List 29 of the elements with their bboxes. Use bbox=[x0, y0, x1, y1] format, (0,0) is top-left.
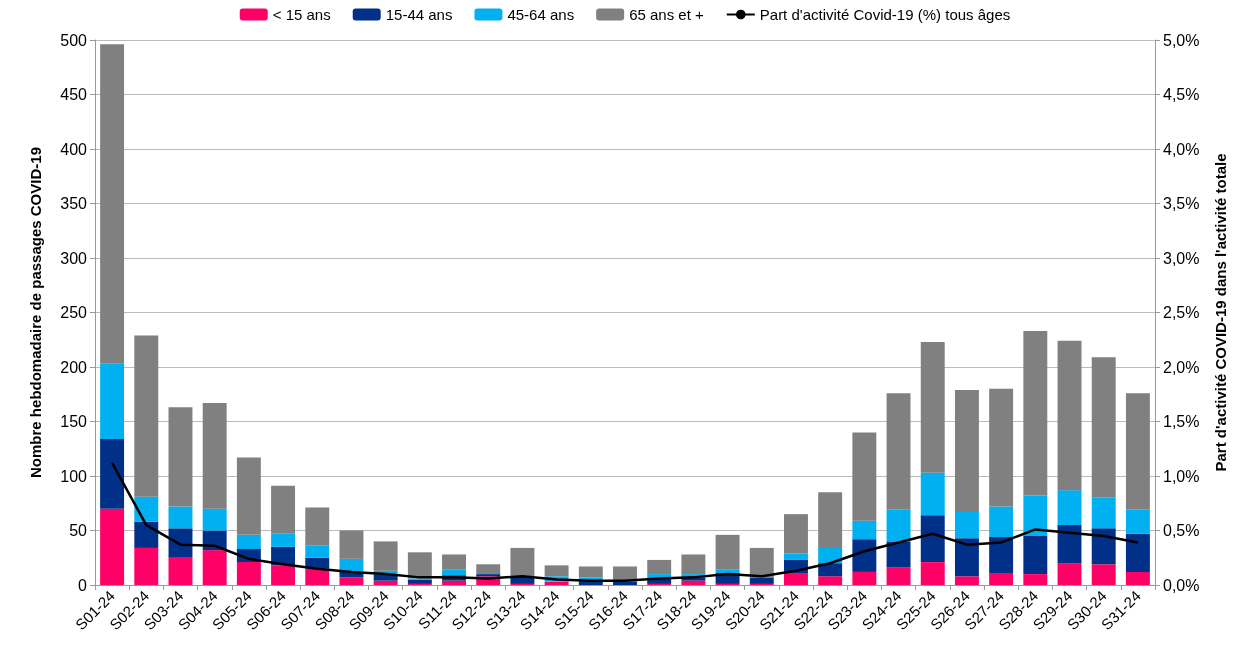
legend-label: 15-44 ans bbox=[385, 6, 453, 23]
y-tick-label: 250 bbox=[60, 304, 88, 321]
y2-axis-title: Part d'activité COVID-19 dans l'activité totale bbox=[1212, 153, 1229, 472]
y-tick-label: 200 bbox=[60, 358, 88, 376]
y-tick-label: 100 bbox=[60, 467, 88, 485]
y-tick-label: 450 bbox=[60, 86, 88, 103]
legend-label: 45-64 ans bbox=[507, 6, 575, 23]
y-tick-label: 50 bbox=[69, 522, 88, 539]
y-tick-label: 150 bbox=[60, 413, 88, 430]
y2-tick-label: 4,0% bbox=[1163, 140, 1200, 158]
y-tick-label: 0 bbox=[78, 576, 88, 594]
y2-tick-label: 2,5% bbox=[1163, 304, 1200, 321]
y2-tick-label: 1,5% bbox=[1163, 413, 1200, 430]
y-tick-label: 400 bbox=[60, 140, 88, 158]
y2-tick-label: 3,5% bbox=[1163, 195, 1200, 212]
legend-label: < 15 ans bbox=[272, 6, 331, 23]
legend-label: 65 ans et + bbox=[629, 6, 705, 23]
y2-tick-label: 4,5% bbox=[1163, 86, 1200, 103]
y-axis-title: Nombre hebdomadaire de passages COVID-19 bbox=[27, 147, 44, 478]
y-tick-label: 500 bbox=[60, 31, 88, 49]
y2-tick-label: 5,0% bbox=[1163, 31, 1200, 49]
y2-tick-label: 2,0% bbox=[1163, 358, 1200, 376]
y-tick-label: 300 bbox=[60, 249, 88, 267]
legend-label: Part d'activité Covid-19 (%) tous âges bbox=[759, 6, 1011, 23]
y2-tick-label: 0,0% bbox=[1163, 576, 1200, 594]
y2-tick-label: 3,0% bbox=[1163, 249, 1200, 267]
y-tick-label: 350 bbox=[60, 195, 88, 212]
y2-tick-label: 0,5% bbox=[1163, 522, 1200, 539]
y2-tick-label: 1,0% bbox=[1163, 467, 1200, 485]
